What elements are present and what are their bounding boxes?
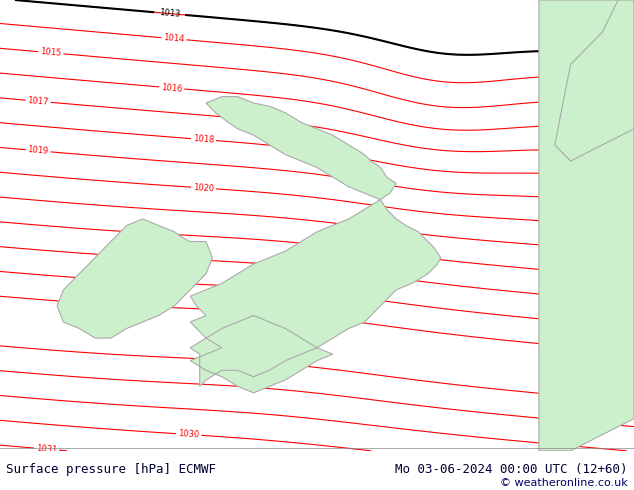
Polygon shape	[539, 0, 634, 451]
Text: 1015: 1015	[40, 48, 61, 58]
Text: 1013: 1013	[158, 8, 181, 19]
Text: 1019: 1019	[27, 146, 49, 156]
Text: Surface pressure [hPa] ECMWF: Surface pressure [hPa] ECMWF	[6, 463, 216, 476]
Text: 1031: 1031	[36, 444, 58, 455]
Text: 1025: 1025	[604, 345, 626, 356]
Text: 1027: 1027	[604, 395, 626, 406]
Text: © weatheronline.co.uk: © weatheronline.co.uk	[500, 478, 628, 488]
Text: 1024: 1024	[562, 317, 583, 327]
Text: 1014: 1014	[163, 33, 184, 44]
Text: Mo 03-06-2024 00:00 UTC (12+60): Mo 03-06-2024 00:00 UTC (12+60)	[395, 463, 628, 476]
Polygon shape	[555, 0, 634, 161]
Text: 1022: 1022	[562, 267, 583, 278]
Text: 1017: 1017	[27, 96, 49, 107]
Text: 1030: 1030	[178, 429, 200, 440]
Text: 1016: 1016	[161, 83, 183, 93]
Text: 1021: 1021	[604, 246, 626, 257]
Text: 1018: 1018	[193, 134, 214, 145]
Text: 1020: 1020	[193, 183, 214, 193]
Polygon shape	[190, 97, 441, 393]
Text: 1023: 1023	[604, 295, 626, 306]
Polygon shape	[57, 219, 212, 338]
